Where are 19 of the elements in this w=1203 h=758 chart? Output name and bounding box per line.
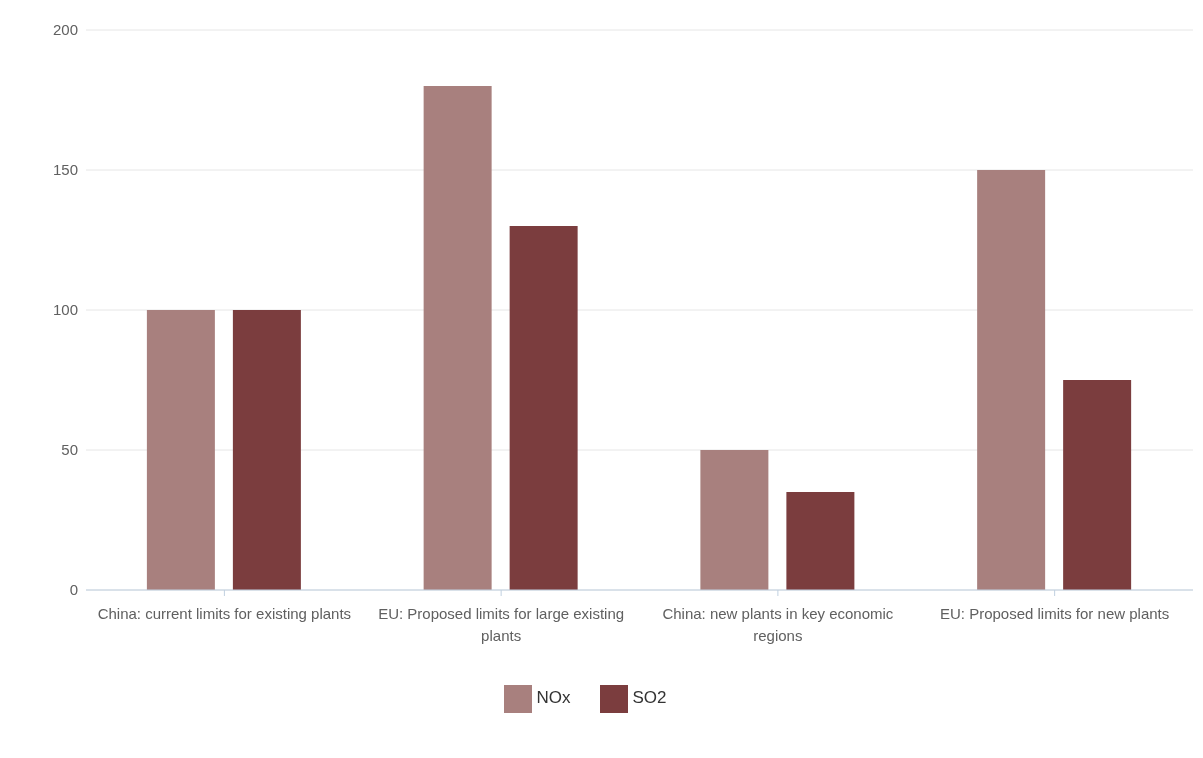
y-tick-label: 0: [69, 581, 78, 599]
bar: [509, 226, 578, 590]
bar: [146, 310, 215, 590]
bar: [1063, 380, 1132, 590]
legend-label: NOx: [536, 688, 571, 708]
y-tick-label: 200: [52, 21, 78, 39]
x-tick-label: China: current limits for existing plants: [97, 604, 352, 622]
bar: [700, 450, 769, 590]
bar: [977, 170, 1046, 590]
bar: [423, 86, 492, 590]
x-tick-label: EU: Proposed limits for large existing plants: [378, 604, 625, 644]
legend-label: SO2: [632, 688, 667, 708]
y-tick-label: 100: [52, 301, 78, 319]
x-tick-label: EU: Proposed limits for new plants: [939, 604, 1170, 622]
bar: [786, 492, 855, 590]
x-tick-label: China: new plants in key economic regions: [662, 604, 894, 644]
bar: [232, 310, 301, 590]
y-tick-label: 50: [61, 441, 78, 459]
y-tick-label: 150: [52, 161, 78, 179]
